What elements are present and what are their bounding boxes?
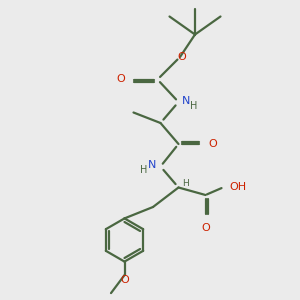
Text: N: N [182, 96, 190, 106]
Text: H: H [140, 165, 148, 175]
Text: O: O [201, 223, 210, 233]
Text: O: O [116, 74, 125, 85]
Text: H: H [190, 100, 198, 111]
Text: H: H [182, 178, 188, 188]
Text: N: N [148, 160, 156, 170]
Text: O: O [208, 139, 217, 149]
Text: O: O [177, 52, 186, 62]
Text: O: O [120, 275, 129, 285]
Text: OH: OH [230, 182, 247, 193]
